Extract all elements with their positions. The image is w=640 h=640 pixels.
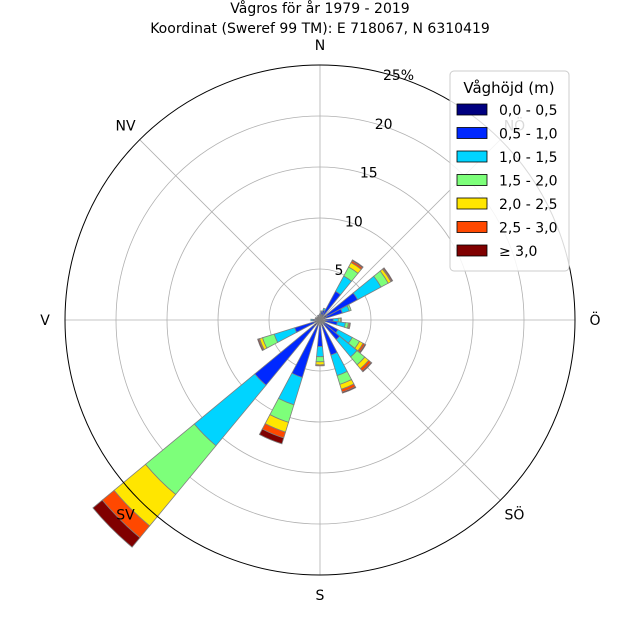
legend-swatch [456,244,488,257]
radial-tick-label: 20 [375,117,393,133]
legend-items: 0,0 - 0,5 0,5 - 1,0 1,0 - 1,5 1,5 - 2,0 2,0 … [456,103,557,260]
radial-tick-labels: 5 10 15 20 25% [334,68,414,279]
sector-bar-segment [330,351,348,377]
legend-swatch [456,221,488,233]
sector-bar-segment [92,499,141,548]
legend-title: Våghöjd (m) [463,79,554,97]
legend-label: 0,5 - 1,0 [499,127,557,143]
polar-outer-ring [64,64,576,576]
sector-bar-segment [315,356,325,363]
chart-subtitle: Koordinat (Sweref 99 TM): E 718067, N 63… [150,21,490,37]
legend-swatch [456,174,488,186]
radial-tick-label: 10 [345,214,363,230]
legend-label: 1,5 - 2,0 [499,174,557,190]
sector-bar-segment [351,259,364,269]
sector-bar-segment [193,373,267,447]
sector-bar-segment [316,316,319,319]
legend-box [449,70,570,272]
sector-bar-segment [361,361,373,373]
direction-label: N [315,38,325,54]
legend-swatch [456,103,488,116]
direction-label: S [316,588,325,604]
sector-bar-segment [312,318,317,322]
sector-bar-segment [316,345,324,358]
outer-circle [64,64,576,576]
grid-spoke [139,139,321,321]
sector-bar-segment [336,321,346,328]
legend-swatch [456,127,488,139]
legend-label: 1,0 - 1,5 [499,150,557,166]
legend-label: 2,5 - 3,0 [499,221,557,237]
chart-title: Vågros för år 1979 - 2019 [230,0,409,17]
sector-bar-segment [315,364,325,367]
sector-bar-segment [310,318,314,322]
direction-label: V [40,313,50,329]
legend: Våghöjd (m) 0,0 - 0,5 0,5 - 1,0 1,0 - 1,5 1… [449,70,570,272]
direction-label: SÖ [505,505,525,523]
sector-bar-segment [346,304,352,312]
sector-bar-segment [339,317,342,323]
sector-bar-segment [341,386,357,394]
legend-label: 2,0 - 2,5 [499,197,557,213]
radial-tick-label: 15 [360,166,378,182]
sector-bar-segment [317,314,320,318]
sector-bar-segment [314,317,317,320]
sector-bar-segment [382,267,394,282]
direction-label: NV [116,119,136,135]
legend-label: 0,0 - 0,5 [499,103,557,119]
sector-bar-segment [317,325,323,347]
sector-bar-segment [347,322,351,330]
sector-bar-segment [257,338,264,352]
sector-bars [92,259,394,548]
legend-label: ≥ 3,0 [499,244,537,260]
direction-label: SV [116,507,135,523]
radial-tick-label: 25% [383,68,414,84]
radial-tick-label: 5 [334,263,343,279]
sector-bar-segment [258,428,285,445]
sector-bar-segment [273,327,298,343]
legend-swatch [456,197,488,210]
sector-bar-segment [358,343,367,354]
legend-swatch [456,150,488,163]
direction-label: Ö [589,311,600,329]
